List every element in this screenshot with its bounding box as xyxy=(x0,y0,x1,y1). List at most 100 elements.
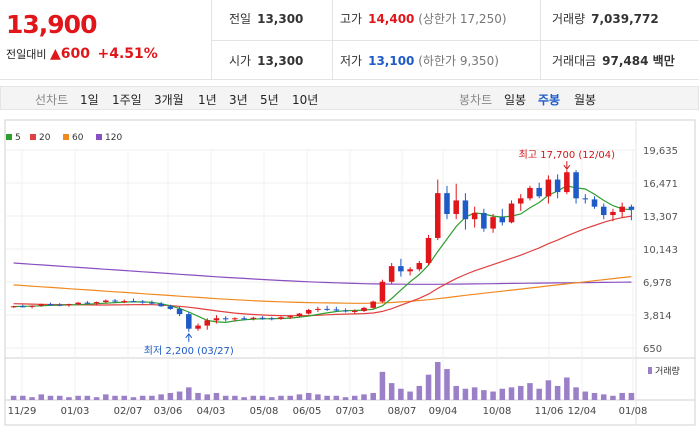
candle-body xyxy=(112,300,118,302)
candle-body xyxy=(269,318,275,320)
line-chart-group-label: 선차트 xyxy=(35,93,69,107)
volume-bar xyxy=(222,395,229,400)
candle-body xyxy=(47,304,54,306)
candle-body xyxy=(462,200,469,220)
candle-body xyxy=(600,206,607,216)
range-1y[interactable]: 1년 xyxy=(198,93,217,107)
x-tick-label: 06/05 xyxy=(293,406,322,417)
volume-bar xyxy=(434,362,441,400)
volume-bar xyxy=(545,380,552,400)
volume-bar xyxy=(481,390,487,400)
volume-bar xyxy=(186,387,192,400)
volume-bar xyxy=(425,374,432,400)
volume-bar xyxy=(241,397,247,400)
x-tick-label: 11/06 xyxy=(535,406,564,417)
quote-header: 13,900 전일대비 ▲600 +4.51% 전일 13,300 고가 14,40… xyxy=(0,0,699,80)
volume-bar xyxy=(471,387,478,400)
price-box: 13,900 전일대비 ▲600 +4.51% xyxy=(0,0,212,80)
range-1d[interactable]: 1일 xyxy=(80,93,99,107)
volume-bar xyxy=(582,391,589,400)
candle-body xyxy=(471,212,478,220)
volume-bar xyxy=(333,395,340,400)
candle-body xyxy=(573,172,579,199)
x-tick-label: 05/08 xyxy=(250,406,279,417)
candle-body xyxy=(130,301,137,303)
candle-body xyxy=(204,320,211,326)
legend-ma5: 5 xyxy=(6,133,21,143)
y-tick-label: 10,143 xyxy=(643,245,678,256)
candle-body xyxy=(121,301,128,303)
legend-ma60: 60 xyxy=(63,133,83,143)
candle-body xyxy=(139,301,146,303)
up-arrow-icon: ▲ xyxy=(49,46,61,62)
volume-bar xyxy=(407,391,413,400)
candle-body xyxy=(370,301,376,308)
volume-bar xyxy=(84,395,91,400)
x-tick-label: 01/03 xyxy=(61,406,90,417)
volume-bar xyxy=(352,395,358,400)
range-3m[interactable]: 3개월 xyxy=(154,93,184,107)
candle-body xyxy=(222,318,229,320)
volume-bar xyxy=(508,387,515,400)
candle-body xyxy=(186,314,192,329)
candle-body xyxy=(315,308,321,310)
range-1w[interactable]: 1주일 xyxy=(112,93,142,107)
candle-body xyxy=(29,305,35,307)
candle-body xyxy=(84,302,91,304)
volume-legend-swatch xyxy=(648,367,652,374)
y-tick-label: 16,471 xyxy=(643,179,678,190)
volume-bar xyxy=(527,383,533,400)
open-price: 시가 13,300 xyxy=(229,54,304,68)
candle-body xyxy=(619,206,625,212)
candle-body xyxy=(56,304,63,306)
volume-bar xyxy=(388,383,395,400)
candle-body xyxy=(434,193,441,238)
range-10y[interactable]: 10년 xyxy=(292,93,319,107)
volume-bar xyxy=(75,395,81,400)
range-3y[interactable]: 3년 xyxy=(229,93,248,107)
candle-body xyxy=(324,308,330,310)
candle-body xyxy=(554,179,561,193)
volume-bar xyxy=(47,395,54,400)
candle-body xyxy=(195,325,201,329)
volume-bar xyxy=(342,397,349,400)
amount-stat: 거래대금 97,484 백만 xyxy=(552,54,675,68)
candle-body xyxy=(582,198,589,200)
candle-body xyxy=(416,263,423,270)
candle-body xyxy=(407,269,413,272)
volume-bar xyxy=(315,394,321,400)
candle-daily[interactable]: 일봉 xyxy=(504,93,527,107)
candle-body xyxy=(176,308,183,315)
volume-bar xyxy=(619,392,625,400)
y-tick-label: 650 xyxy=(643,344,662,355)
ma60-line xyxy=(13,276,632,304)
candle-body xyxy=(361,307,367,311)
candle-body xyxy=(444,193,450,214)
x-tick-label: 01/08 xyxy=(619,406,648,417)
volume-bar xyxy=(324,395,330,400)
candle-monthly[interactable]: 월봉 xyxy=(574,93,597,107)
volume-bar xyxy=(29,397,35,400)
volume-bar xyxy=(379,371,386,400)
x-tick-label: 08/07 xyxy=(388,406,417,417)
volume-bar xyxy=(250,395,257,400)
candle-weekly[interactable]: 주봉 xyxy=(538,93,561,107)
candle-body xyxy=(250,317,257,319)
volume-bar xyxy=(149,395,155,400)
candle-body xyxy=(149,302,155,304)
volume-bar xyxy=(278,395,284,400)
volume-bar xyxy=(269,397,275,400)
candle-body xyxy=(388,266,395,282)
ma120-line xyxy=(13,262,632,285)
range-5y[interactable]: 5년 xyxy=(260,93,279,107)
volume-bar xyxy=(536,388,542,400)
candle-body xyxy=(213,318,220,321)
change-line: 전일대비 ▲600 +4.51% xyxy=(6,46,158,62)
candle-body xyxy=(379,281,386,302)
candle-body xyxy=(103,300,109,303)
candle-body xyxy=(610,211,616,216)
x-tick-label: 12/04 xyxy=(568,406,597,417)
ma20-line xyxy=(13,215,632,317)
candle-body xyxy=(564,172,570,193)
candle-body xyxy=(591,199,598,207)
